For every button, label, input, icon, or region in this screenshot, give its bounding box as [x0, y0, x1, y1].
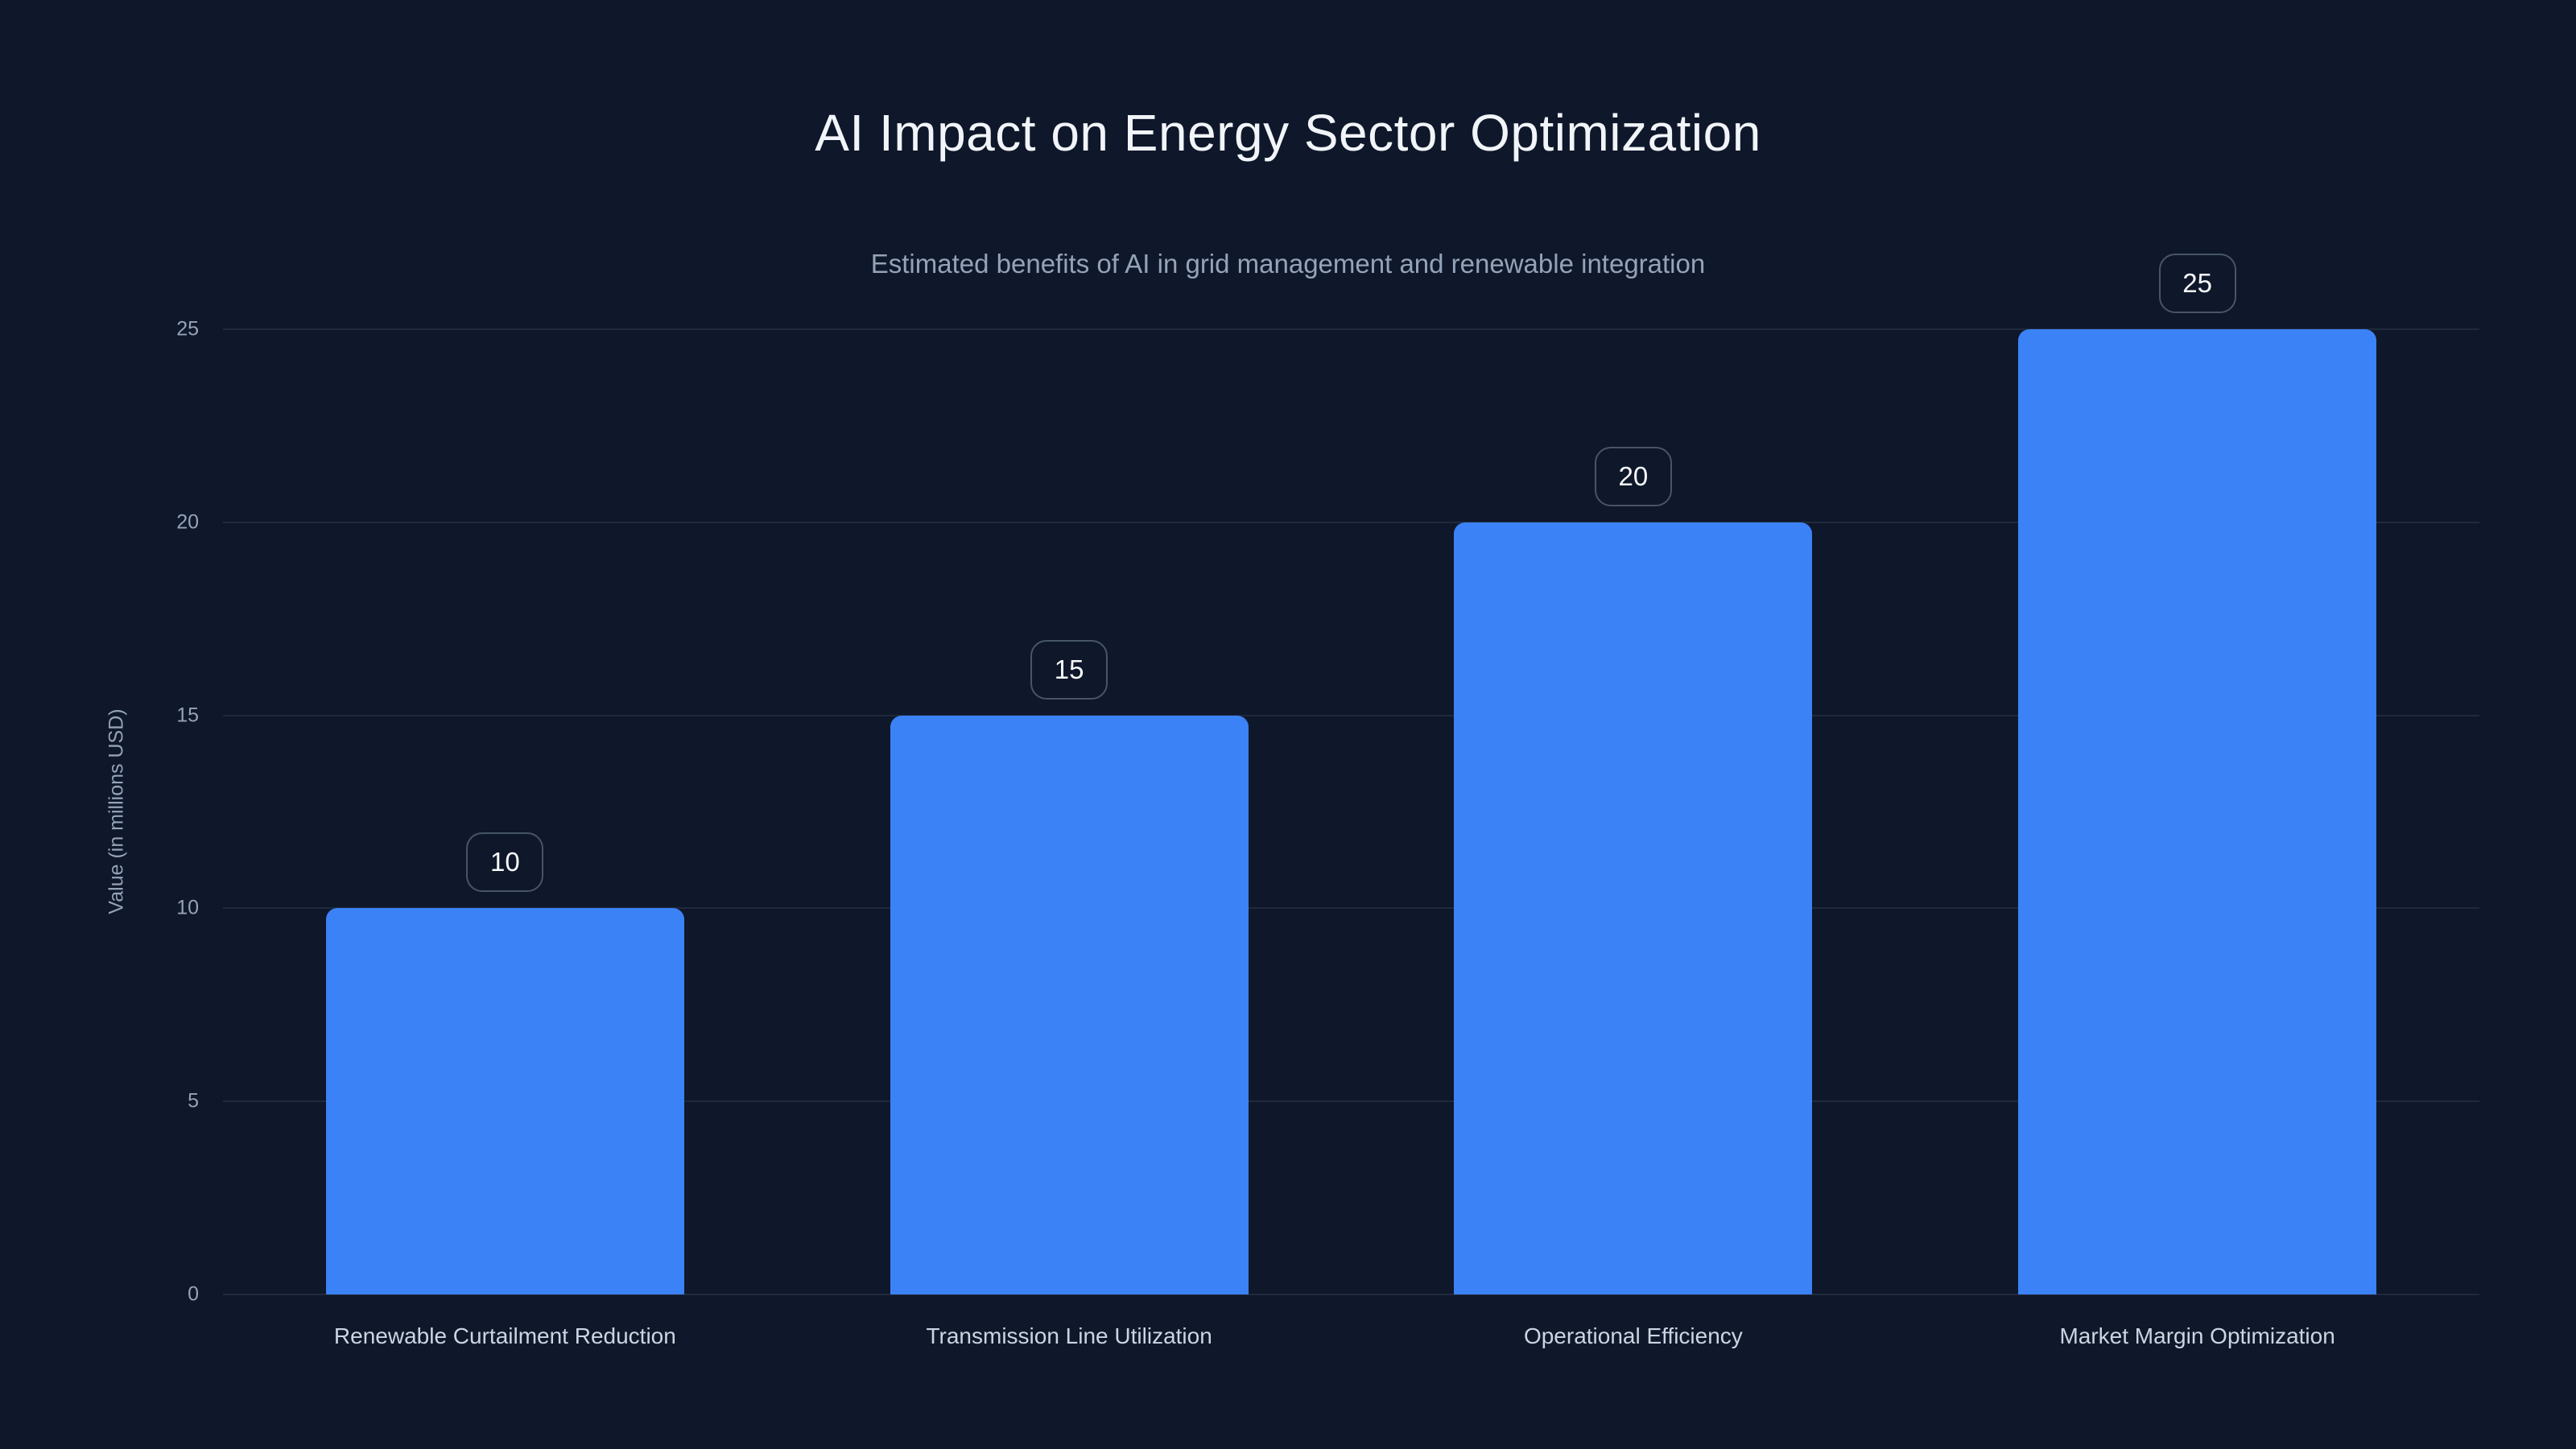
value-badge-market-margin-optimization: 25: [2158, 254, 2236, 313]
gridline-y-10: 10: [176, 897, 2479, 919]
x-category-label-market-margin-optimization: Market Margin Optimization: [2059, 1323, 2335, 1348]
y-tick-label: 0: [188, 1282, 199, 1306]
y-tick-label: 5: [188, 1089, 199, 1113]
chart-subtitle: Estimated benefits of AI in grid managem…: [870, 249, 1706, 279]
bar-operational-efficiency[interactable]: [1454, 522, 1813, 1294]
gridline-y-5: 5: [188, 1090, 2479, 1113]
bar-transmission-line-utilization[interactable]: [890, 715, 1249, 1294]
value-badge-renewable-curtailment-reduction: 10: [466, 832, 544, 893]
x-category-label-transmission-line-utilization: Transmission Line Utilization: [926, 1323, 1212, 1348]
gridline-y-20: 20: [176, 510, 2479, 533]
gridline-y-0: 0: [188, 1283, 2479, 1306]
value-badge-operational-efficiency: 20: [1594, 446, 1672, 506]
plot-area: 0 5 10 15 20 25 10 15 20 25: [176, 254, 2479, 1306]
y-axis-title: Value (in millions USD): [105, 708, 128, 914]
x-category-label-operational-efficiency: Operational Efficiency: [1523, 1323, 1743, 1348]
chart-title: AI Impact on Energy Sector Optimization: [815, 104, 1761, 162]
gridline-y-15: 15: [176, 704, 2479, 726]
y-tick-label: 15: [176, 704, 199, 727]
x-category-label-renewable-curtailment-reduction: Renewable Curtailment Reduction: [333, 1323, 676, 1348]
y-tick-label: 25: [176, 317, 199, 341]
y-tick-label: 20: [176, 510, 199, 534]
bar-market-margin-optimization[interactable]: [2018, 329, 2377, 1294]
gridline-y-25: 25: [176, 318, 2479, 341]
value-badge-transmission-line-utilization: 15: [1030, 639, 1108, 700]
bar-renewable-curtailment-reduction[interactable]: [325, 908, 684, 1294]
y-tick-label: 10: [176, 896, 199, 919]
